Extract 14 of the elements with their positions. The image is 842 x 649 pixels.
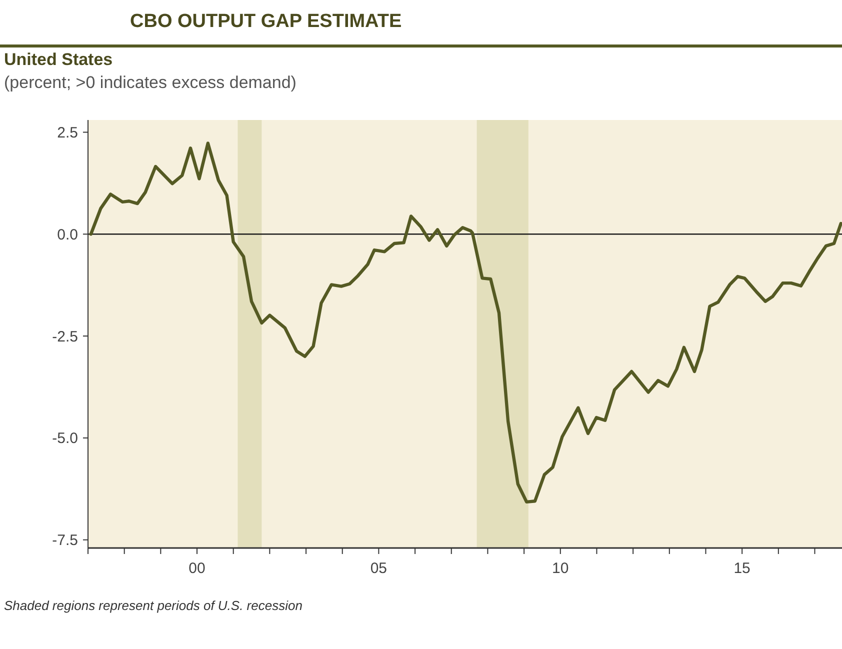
line-series (89, 142, 842, 504)
x-tick-label: 05 (370, 560, 388, 577)
y-tick-label: 0.0 (57, 226, 78, 244)
x-tick-label: 10 (552, 560, 569, 577)
text: Shaded regions represent periods of U.S. recession (4, 598, 302, 613)
y-tick-label: -5.0 (52, 430, 78, 448)
y-axis-title: (percent; >0 indicates excess demand) (4, 73, 296, 92)
y-tick-label: -7.5 (52, 532, 78, 550)
chart-subtitle: United States (4, 50, 113, 69)
y-tick-label: 2.5 (57, 124, 78, 142)
x-tick-label: 15 (734, 560, 750, 577)
y-tick-label: -2.5 (52, 328, 78, 346)
x-tick-label: 00 (188, 560, 206, 577)
chart-title: CBO OUTPUT GAP ESTIMATE (130, 11, 402, 32)
